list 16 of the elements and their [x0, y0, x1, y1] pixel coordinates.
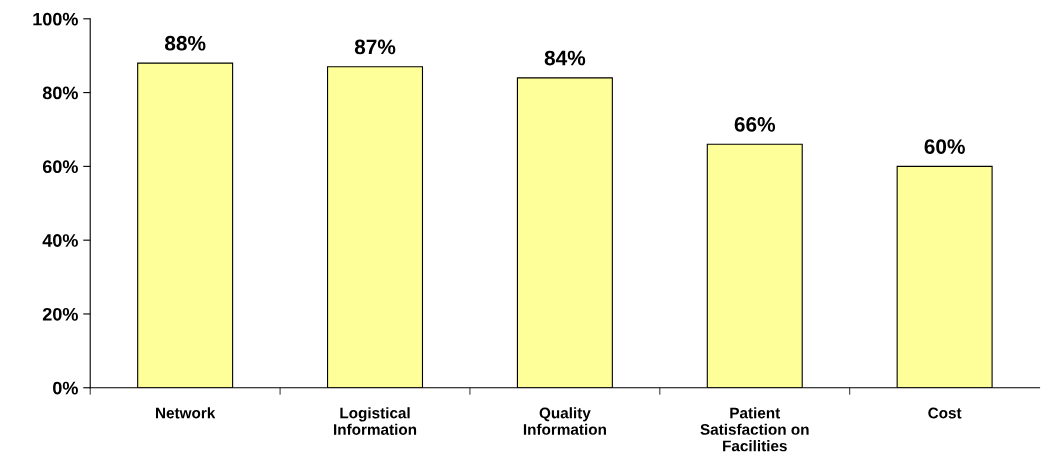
data-label: 84%: [544, 50, 586, 66]
data-label: 66%: [734, 117, 776, 132]
x-tick-label: Quality Information: [523, 407, 606, 435]
y-tick-label: 20%: [42, 307, 78, 321]
y-tick-label: 40%: [42, 234, 78, 247]
y-tick-label: 80%: [42, 86, 78, 100]
data-label: 88%: [164, 35, 206, 51]
x-tick-label: Cost: [928, 407, 962, 419]
x-tick-label: Network: [156, 407, 216, 419]
y-tick-label: 0%: [53, 381, 78, 395]
data-label: 87%: [354, 39, 396, 55]
x-tick-label: Patient Satisfaction on Facilities: [700, 407, 809, 452]
x-tick-label: Logistical Information: [334, 407, 417, 435]
data-label: 60%: [924, 139, 965, 154]
y-tick-label: 60%: [42, 160, 78, 174]
y-tick-label: 100%: [33, 12, 78, 26]
